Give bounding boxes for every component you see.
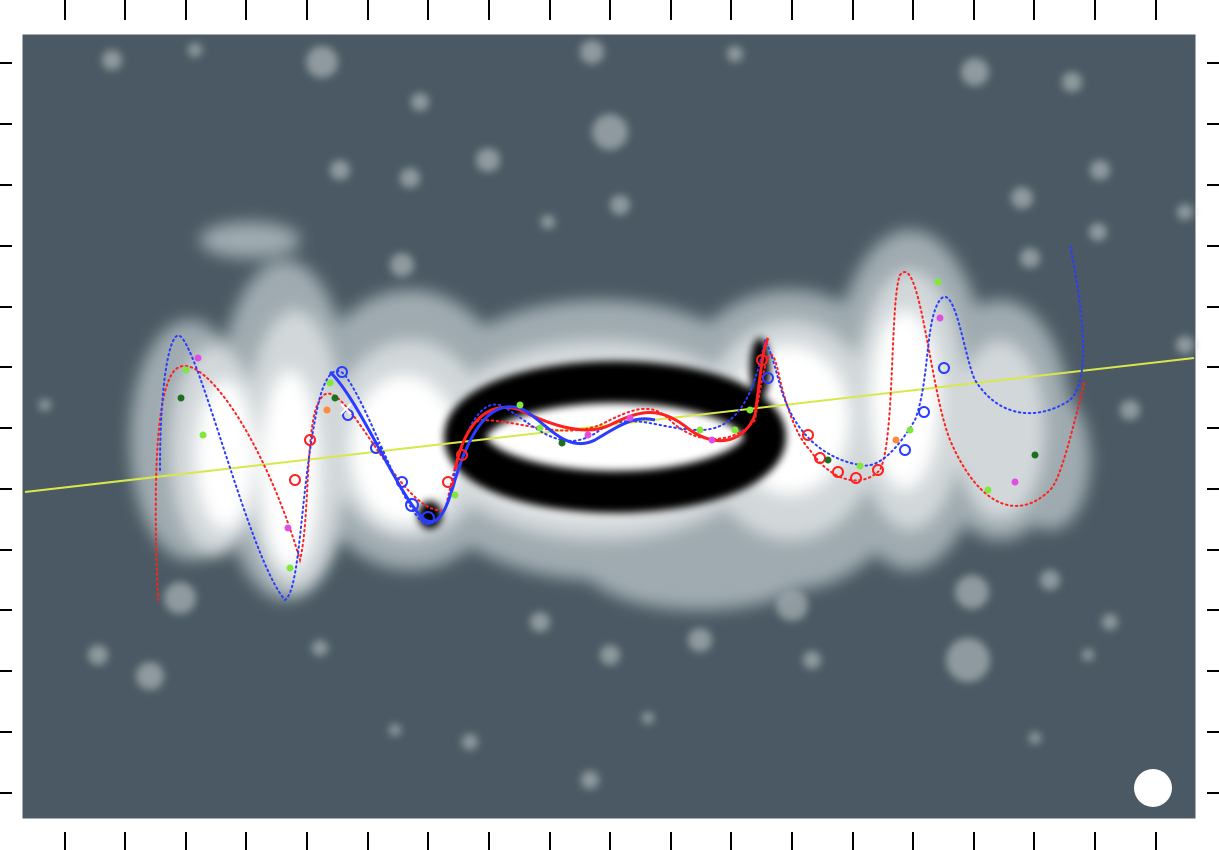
cross-markers bbox=[340, 403, 390, 447]
map-border bbox=[21, 33, 1197, 820]
blue-core-curve bbox=[328, 370, 656, 524]
beam-icon bbox=[1134, 769, 1172, 807]
blue-model-curve bbox=[159, 244, 1085, 602]
filled-dot-markers bbox=[177, 278, 1039, 572]
open-circle-markers bbox=[289, 354, 950, 525]
noise-blobs bbox=[39, 40, 1194, 789]
red-model-curve bbox=[154, 271, 1086, 601]
